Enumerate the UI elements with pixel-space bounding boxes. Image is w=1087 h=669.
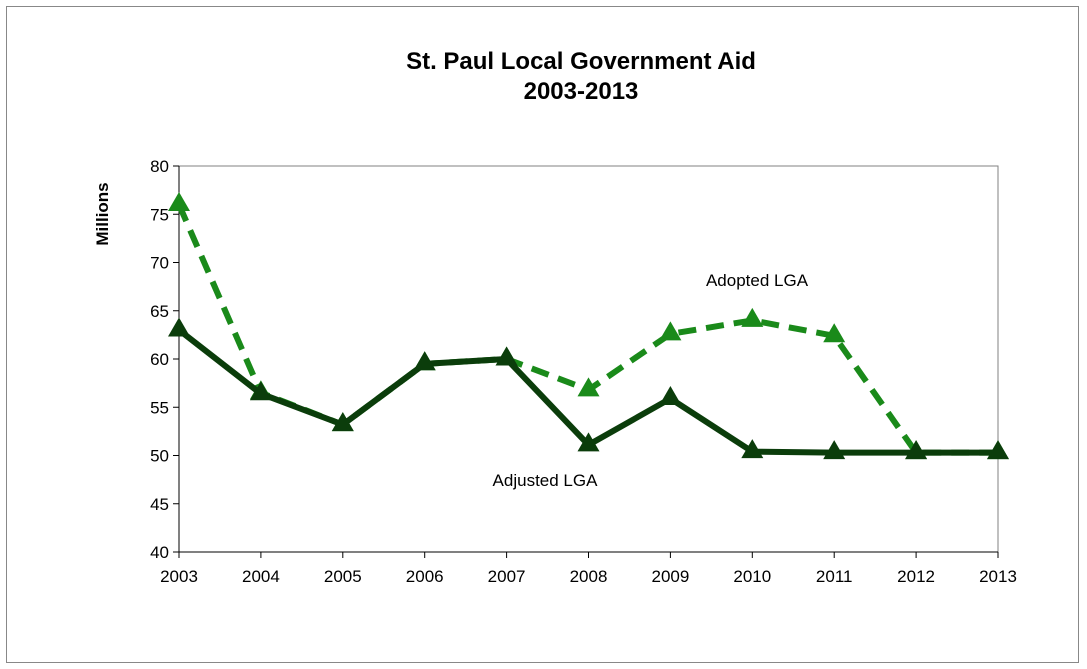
y-tick-label: 75 — [150, 205, 169, 224]
chart-subtitle: 2003-2013 — [524, 78, 639, 105]
y-tick-label: 55 — [150, 398, 169, 417]
adopted-lga-data-point — [823, 323, 846, 343]
adjusted-lga-data-point — [987, 440, 1009, 460]
x-tick-label: 2012 — [897, 567, 935, 586]
plot-area — [178, 165, 999, 553]
x-tick-label: 2007 — [488, 567, 526, 586]
chart-title: St. Paul Local Government Aid — [406, 48, 756, 75]
adjusted-lga-data-point — [331, 412, 354, 432]
y-tick-label: 40 — [150, 543, 169, 562]
adjusted-lga-data-point — [413, 351, 436, 371]
adjusted-lga-data-point — [659, 386, 682, 406]
adjusted-lga-data-point — [741, 439, 764, 459]
adjusted-lga-annotation: Adjusted LGA — [493, 471, 599, 490]
adjusted-lga-data-point — [823, 440, 846, 460]
y-tick-label: 65 — [150, 302, 169, 321]
axes: 40 45 50 55 60 65 70 75 80 2003 2004 2005 2006 2007 20… — [150, 157, 1017, 586]
adjusted-lga-data-point — [168, 317, 190, 337]
y-axis-label: Millions — [93, 182, 112, 245]
adopted-lga-data-point — [168, 192, 190, 212]
x-tick-label: 2009 — [651, 567, 689, 586]
x-tick-label: 2013 — [979, 567, 1017, 586]
y-tick-label: 45 — [150, 495, 169, 514]
adopted-lga-data-point — [741, 307, 764, 327]
x-tick-label: 2010 — [733, 567, 771, 586]
x-tick-label: 2003 — [160, 567, 198, 586]
y-tick-label: 70 — [150, 254, 169, 273]
x-tick-label: 2006 — [406, 567, 444, 586]
y-tick-label: 50 — [150, 447, 169, 466]
adjusted-lga-data-point — [577, 432, 600, 452]
adopted-lga-data-point — [659, 321, 682, 341]
adjusted-lga-data-point — [249, 381, 272, 401]
y-tick-label: 80 — [150, 157, 169, 176]
x-tick-label: 2005 — [324, 567, 362, 586]
x-tick-label: 2011 — [816, 567, 853, 586]
adjusted-lga-data-point — [495, 346, 518, 366]
x-tick-label: 2008 — [570, 567, 608, 586]
series-layer — [168, 192, 1009, 460]
adopted-lga-data-point — [577, 377, 600, 397]
adopted-lga-annotation: Adopted LGA — [706, 271, 809, 290]
y-tick-label: 60 — [150, 350, 169, 369]
adjusted-lga-data-point — [905, 440, 928, 460]
x-tick-label: 2004 — [242, 567, 280, 586]
